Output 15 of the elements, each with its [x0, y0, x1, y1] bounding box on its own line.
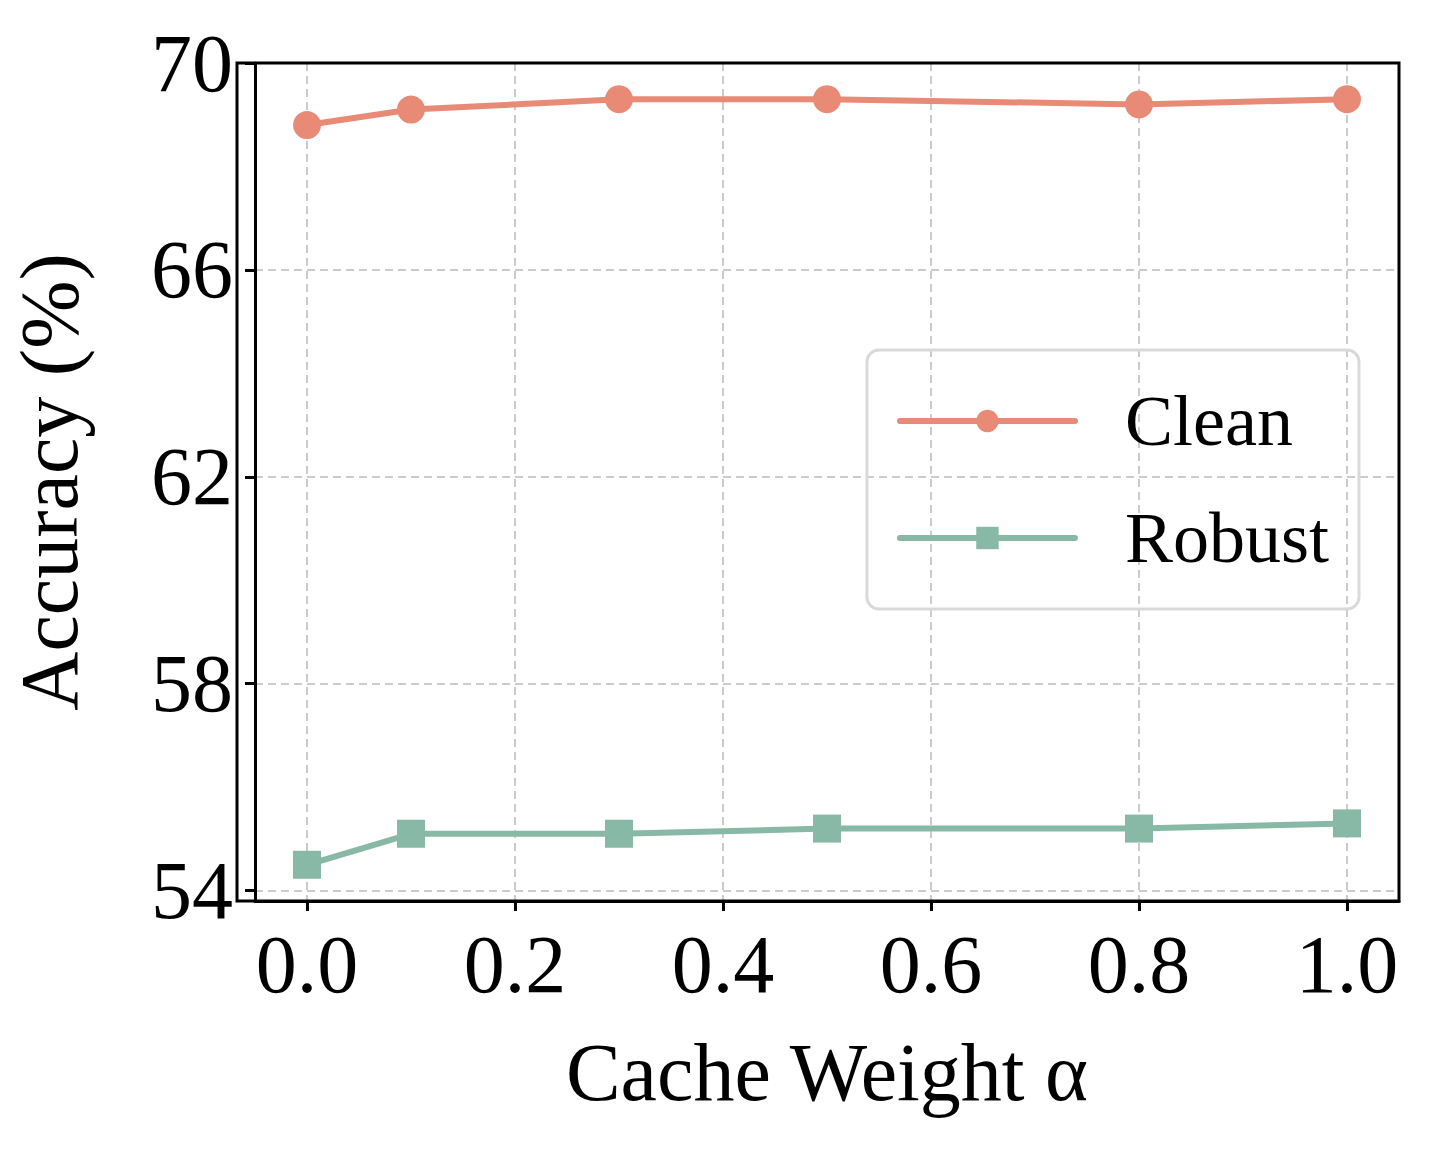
y-tick-label: 54 — [151, 845, 233, 937]
x-axis-title: Cache Weight α — [565, 1026, 1089, 1118]
y-tick-label: 70 — [151, 17, 233, 109]
y-tick-label: 66 — [151, 224, 233, 316]
x-tick-label: 0.8 — [1087, 918, 1191, 1010]
legend-label: Robust — [1124, 498, 1329, 578]
x-tick-label: 1.0 — [1295, 918, 1399, 1010]
x-tick-label: 0.0 — [255, 918, 359, 1010]
y-axis-title: Accuracy (%) — [3, 253, 95, 711]
y-tick-label: 62 — [151, 431, 233, 523]
y-tick-label: 58 — [151, 638, 233, 730]
x-tick-label: 0.4 — [671, 918, 775, 1010]
legend-label: Clean — [1124, 381, 1293, 461]
x-tick-label: 0.6 — [879, 918, 983, 1010]
x-tick-label: 0.2 — [463, 918, 567, 1010]
